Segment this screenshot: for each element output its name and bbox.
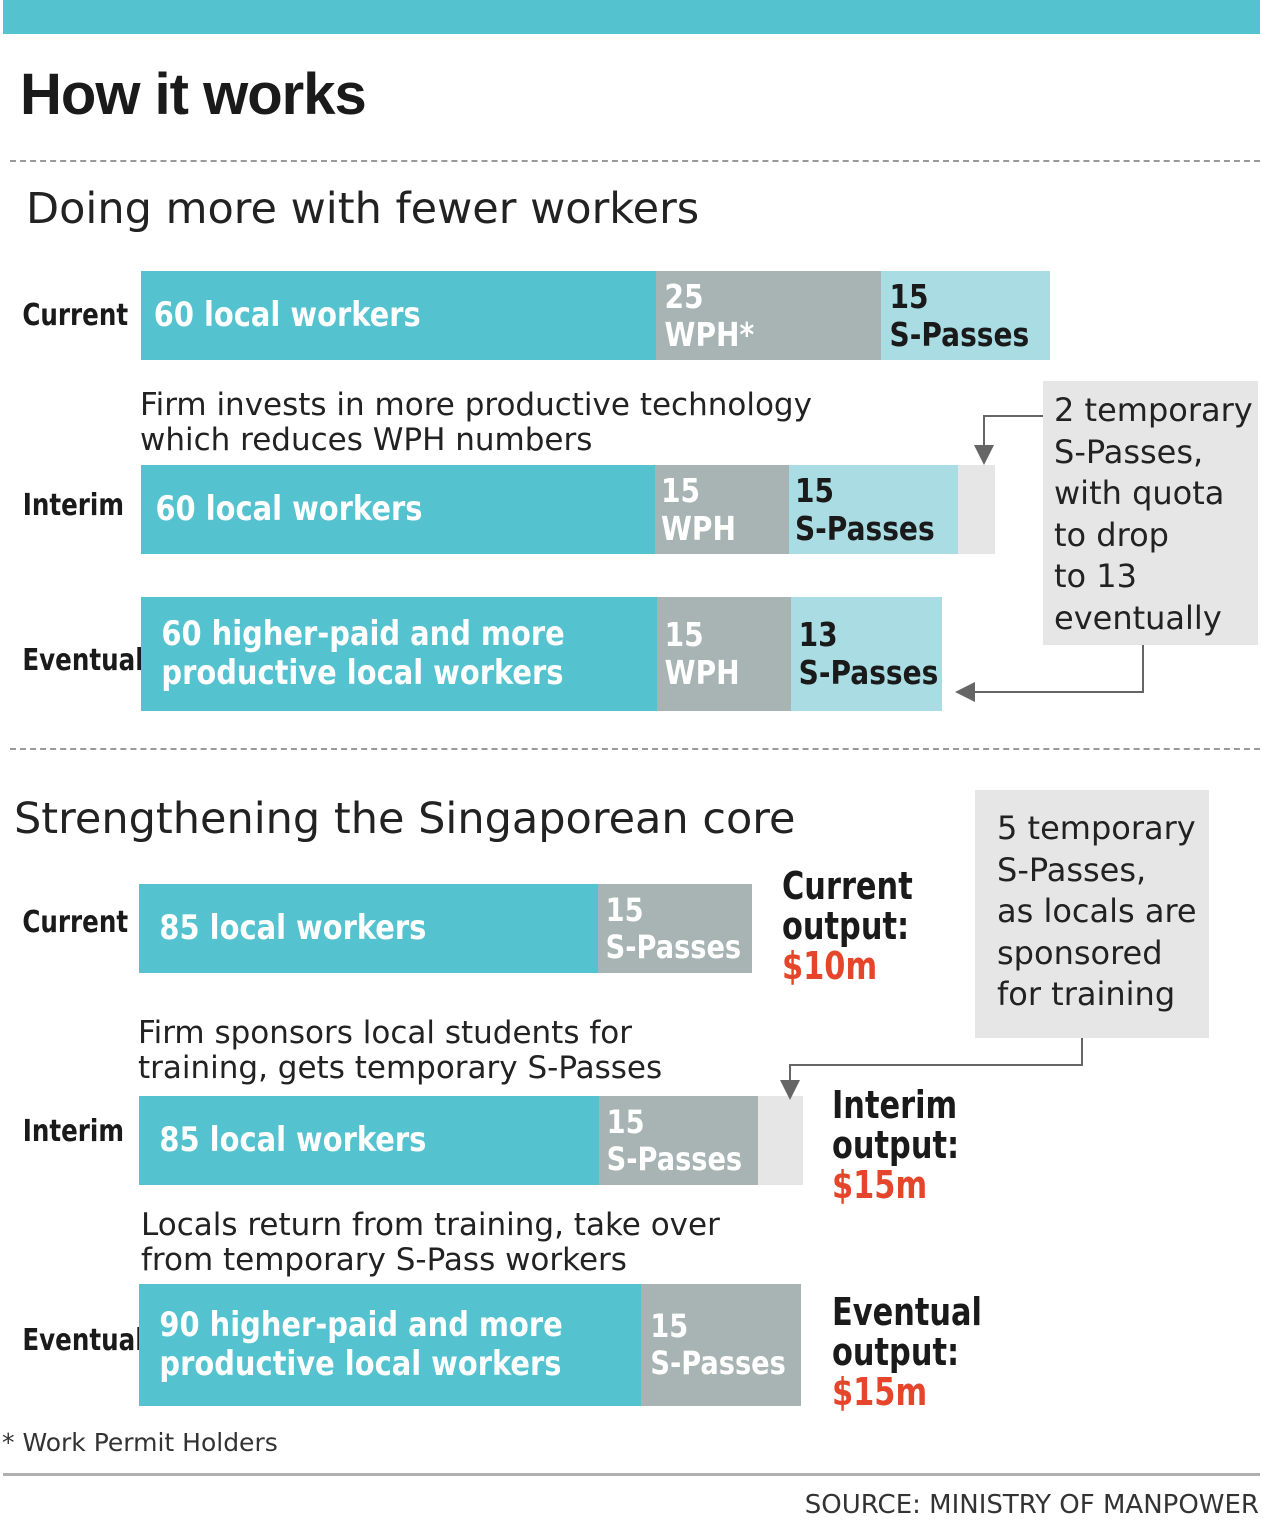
bar-segment-label: 15 S-Passes [606,1102,743,1178]
bar-segment-local: 60 higher-paid and more productive local… [141,597,657,711]
output-label: Current output: [782,864,913,948]
bar-segment-temporary [758,1096,803,1185]
arrow-to-interim-temp [974,415,1043,465]
panel-2-title: Strengthening the Singaporean core [14,794,796,844]
output-current: Current output: $10m [782,866,913,986]
bar-segment-label: 15 S-Passes [650,1307,786,1382]
output-label: Eventual output: [832,1290,982,1374]
footnote: * Work Permit Holders [2,1428,278,1457]
bar-segment-spass: 15 S-Passes [881,271,1050,360]
bar-segment-local: 90 higher-paid and more productive local… [139,1284,641,1406]
interim-note: Firm sponsors local students for trainin… [138,1015,663,1086]
row-label-current: Current [22,298,129,333]
row-label-interim: Interim [22,1114,125,1149]
callout-text: 5 temporary S-Passes, as locals are spon… [997,809,1197,1013]
source-credit: SOURCE: MINISTRY OF MANPOWER [804,1490,1259,1520]
bar-segment-wph: 15 WPH [655,465,789,554]
interim-note: Firm invests in more productive technolo… [140,387,812,458]
bar-segment-wph: 15 WPH [657,597,791,711]
row-label-current: Current [22,905,129,940]
arrow-to-eventual-spasses [955,645,1144,702]
bar-segment-label: 15 WPH [664,615,740,692]
bar-segment-label: 85 local workers [159,1119,427,1160]
bar-segment-spass: 15 S-Passes [641,1284,801,1406]
panel-1-title: Doing more with fewer workers [26,184,700,234]
bar-segment-label: 15 WPH [660,470,736,548]
bar-segment-spass: 13 S-Passes [791,597,942,711]
bar-segment-local: 60 local workers [141,465,655,554]
bar-segment-local: 60 local workers [141,271,656,360]
output-value: $15m [832,1370,928,1414]
section-divider [10,748,1260,750]
bar-segment-label: 60 higher-paid and more productive local… [161,613,565,693]
bar-segment-local: 85 local workers [139,1096,599,1185]
bar-segment-spass: 15 S-Passes [599,1096,758,1185]
output-label: Interim output: [832,1083,960,1167]
eventual-note: Locals return from training, take over f… [141,1207,720,1278]
callout-text: 2 temporary S-Passes, with quota to drop… [1054,391,1253,637]
bar-segment-label: 85 local workers [159,907,427,948]
bar-segment-label: 15 S-Passes [794,470,935,548]
bar-segment-spass: 15 S-Passes [789,465,958,554]
bar-segment-label: 13 S-Passes [798,615,939,692]
bar-segment-label: 60 local workers [153,294,421,335]
bar-segment-wph: 25 WPH* [656,271,881,360]
output-interim: Interim output: $15m [832,1085,959,1205]
bar-segment-temporary [958,465,995,554]
row-label-eventual: Eventual [22,1323,144,1358]
callout-temporary-spasses: 2 temporary S-Passes, with quota to drop… [1043,381,1258,645]
bar-segment-label: 90 higher-paid and more productive local… [159,1304,563,1384]
output-value: $15m [832,1163,928,1207]
source-divider [3,1473,1260,1476]
bar-segment-spass: 15 S-Passes [598,884,752,973]
bar-segment-label: 60 local workers [155,488,423,529]
callout-temporary-spasses: 5 temporary S-Passes, as locals are spon… [975,790,1209,1038]
bar-segment-label: 15 S-Passes [889,276,1030,354]
page-title: How it works [20,62,367,127]
row-label-interim: Interim [22,488,125,523]
output-eventual: Eventual output: $15m [832,1292,982,1412]
bar-segment-local: 85 local workers [139,884,598,973]
bar-segment-label: 15 S-Passes [605,890,742,966]
bar-segment-label: 25 WPH* [664,276,755,354]
top-accent-bar [3,0,1260,34]
output-value: $10m [782,944,878,988]
section-divider [10,160,1260,162]
row-label-eventual: Eventual [22,643,144,678]
